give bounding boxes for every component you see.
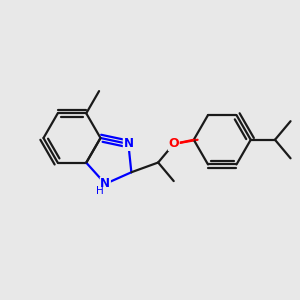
Text: H: H	[96, 186, 104, 197]
Text: N: N	[123, 137, 134, 150]
Text: N: N	[100, 177, 110, 190]
Text: O: O	[168, 137, 179, 151]
